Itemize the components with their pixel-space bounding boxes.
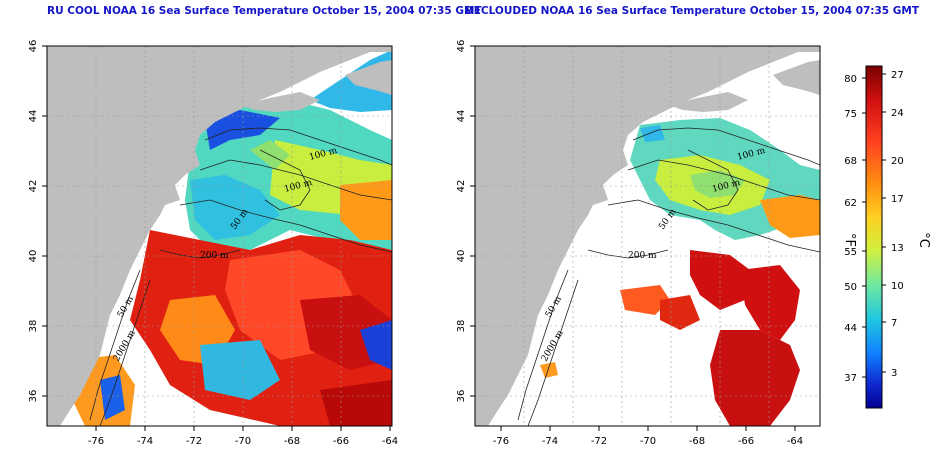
celsius-unit-label: °C — [916, 232, 931, 248]
x-tick-label: -68 — [689, 436, 705, 447]
land-mass-shape — [47, 46, 392, 426]
celsius-tick: 13 — [891, 243, 904, 254]
right-map — [475, 46, 820, 426]
y-tick-label: 40 — [28, 250, 39, 263]
y-tick-label: 38 — [28, 320, 39, 333]
x-tick-label: -64 — [787, 436, 803, 447]
celsius-tick: 17 — [891, 194, 904, 205]
fahrenheit-tick: 68 — [844, 156, 857, 167]
y-tick-label: 42 — [456, 180, 467, 193]
contour-label: 200 m — [628, 251, 657, 261]
right-x-axis: -76 -74 -72 -70 -68 -66 -64 — [493, 426, 803, 447]
fahrenheit-tick: 37 — [844, 373, 857, 384]
x-tick-label: -76 — [88, 436, 104, 447]
fahrenheit-tick: 44 — [844, 323, 857, 334]
fahrenheit-tick: 75 — [844, 109, 857, 120]
x-tick-label: -76 — [493, 436, 509, 447]
x-tick-label: -70 — [235, 436, 251, 447]
x-tick-label: -72 — [186, 436, 202, 447]
left-map — [47, 46, 392, 426]
y-tick-label: 36 — [456, 390, 467, 403]
x-tick-label: -74 — [542, 436, 558, 447]
y-tick-label: 44 — [456, 110, 467, 123]
y-tick-label: 38 — [456, 320, 467, 333]
x-tick-label: -70 — [640, 436, 656, 447]
x-tick-label: -66 — [738, 436, 754, 447]
left-x-axis: -76 -74 -72 -70 -68 -66 -64 — [88, 426, 398, 447]
x-tick-label: -72 — [591, 436, 607, 447]
land-mass-shape — [345, 60, 392, 95]
bathymetry-contour — [89, 127, 392, 426]
y-tick-label: 46 — [456, 40, 467, 53]
celsius-tick: 20 — [891, 156, 904, 167]
land-mass-shape — [668, 92, 748, 112]
celsius-tick: 24 — [891, 108, 904, 119]
left-panel-title: RU COOL NOAA 16 Sea Surface Temperature … — [47, 5, 482, 17]
y-tick-label: 44 — [28, 110, 39, 123]
y-tick-label: 42 — [28, 180, 39, 193]
fahrenheit-unit-label: °F — [842, 233, 857, 247]
fahrenheit-tick: 55 — [844, 247, 857, 258]
colorbar-gradient — [865, 65, 883, 409]
x-tick-label: -74 — [137, 436, 153, 447]
land-mass-shape — [773, 60, 820, 95]
y-tick-label: 40 — [456, 250, 467, 263]
x-tick-label: -66 — [333, 436, 349, 447]
x-tick-label: -68 — [284, 436, 300, 447]
fahrenheit-tick: 50 — [844, 282, 857, 293]
colorbar: 80 75 68 62 55 50 44 37 27 24 20 17 13 1… — [842, 65, 931, 409]
celsius-tick: 10 — [891, 281, 904, 292]
land-mass-shape — [240, 92, 320, 112]
y-tick-label: 46 — [28, 40, 39, 53]
celsius-tick: 27 — [891, 70, 904, 81]
x-tick-label: -64 — [382, 436, 398, 447]
y-tick-label: 36 — [28, 390, 39, 403]
fahrenheit-tick: 62 — [844, 198, 857, 209]
bathymetry-contour — [517, 127, 820, 426]
fahrenheit-tick: 80 — [844, 74, 857, 85]
left-y-axis: 46 44 42 40 38 36 — [28, 40, 47, 403]
contour-label: 200 m — [200, 251, 229, 261]
celsius-tick: 3 — [891, 368, 897, 379]
celsius-tick: 7 — [891, 318, 897, 329]
right-y-axis: 46 44 42 40 38 36 — [456, 40, 475, 403]
right-panel-title: DECLOUDED NOAA 16 Sea Surface Temperatur… — [465, 5, 920, 17]
land-mass-shape — [475, 46, 820, 426]
